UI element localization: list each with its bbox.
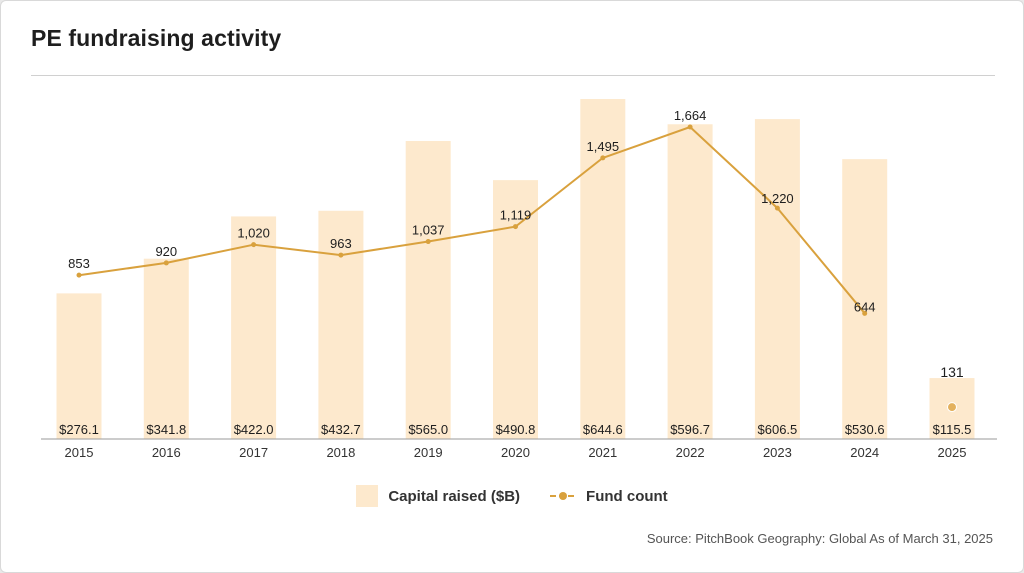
bar-2018[interactable]	[318, 210, 364, 439]
fund-count-label-2025: 131	[940, 364, 964, 380]
x-tick-label-2025: 2025	[938, 445, 967, 460]
bar-value-label-2018: $432.7	[321, 422, 361, 437]
fund-count-label-2024: 644	[854, 299, 876, 314]
legend-bar-swatch	[356, 485, 379, 507]
fund-count-labels-layer: 853 920 1,020 963 1,037 1,119 1,495 1,664 1,220 6…	[68, 108, 964, 380]
x-tick-label-2023: 2023	[763, 445, 792, 460]
fund-count-point-2018[interactable]	[338, 252, 344, 258]
x-tick-label-2022: 2022	[676, 445, 705, 460]
fund-count-label-2018: 963	[330, 236, 352, 251]
fund-count-point-2021[interactable]	[600, 155, 606, 161]
bar-2015[interactable]	[56, 293, 102, 439]
fund-count-point-2015[interactable]	[76, 272, 82, 278]
x-tick-label-2024: 2024	[850, 445, 879, 460]
bar-2020[interactable]	[493, 180, 538, 440]
bar-2022[interactable]	[667, 124, 713, 439]
bar-value-label-2016: $341.8	[146, 422, 186, 437]
bar-value-label-2025: $115.5	[933, 422, 972, 437]
bar-value-label-2015: $276.1	[59, 422, 99, 437]
legend-capital-label: Capital raised ($B)	[388, 487, 521, 505]
fund-count-point-2016[interactable]	[163, 260, 169, 266]
source-note: Source: PitchBook Geography: Global As o…	[646, 531, 993, 546]
fund-count-point-2023[interactable]	[774, 205, 780, 211]
bar-labels-layer: $276.1 $341.8 $422.0 $432.7 $565.0 $490.8 $644…	[59, 422, 971, 437]
bar-2016[interactable]	[143, 258, 189, 439]
legend-item-capital[interactable]: Capital raised ($B)	[356, 485, 520, 507]
bar-2024[interactable]	[842, 159, 888, 439]
legend-line-swatch	[550, 490, 577, 502]
x-tick-labels: 2015 2016 2017 2018 2019 2020 2021 2022 2023 2024…	[65, 445, 967, 460]
fund-count-label-2023: 1,220	[761, 191, 794, 206]
fund-count-line	[78, 126, 866, 314]
fund-count-label-2022: 1,664	[674, 108, 707, 123]
x-tick-label-2019: 2019	[414, 445, 443, 460]
x-tick-label-2018: 2018	[326, 445, 355, 460]
x-tick-label-2020: 2020	[501, 445, 530, 460]
bar-value-label-2022: $596.7	[670, 422, 710, 437]
chart-plot: $276.1 $341.8 $422.0 $432.7 $565.0 $490.8 $644…	[41, 99, 997, 460]
fund-count-point-2019[interactable]	[425, 239, 431, 245]
legend-item-fund-count[interactable]: Fund count	[550, 488, 668, 505]
fund-count-point-2020[interactable]	[513, 224, 518, 230]
fund-count-point-2024[interactable]	[862, 310, 868, 316]
legend: Capital raised ($B) Fund count	[1, 485, 1023, 507]
fund-count-label-2019: 1,037	[412, 223, 445, 238]
fund-count-point-2025[interactable]	[947, 402, 957, 413]
fund-count-point-2017[interactable]	[251, 242, 257, 248]
fund-count-label-2021: 1,495	[587, 139, 620, 154]
x-tick-label-2016: 2016	[152, 445, 181, 460]
x-tick-label-2015: 2015	[65, 445, 94, 460]
title-divider	[31, 75, 995, 76]
bar-value-label-2019: $565.0	[408, 422, 448, 437]
chart-title: PE fundraising activity	[31, 25, 282, 51]
fund-count-label-2017: 1,020	[237, 226, 270, 241]
x-tick-label-2021: 2021	[588, 445, 617, 460]
fund-count-label-2015: 853	[68, 256, 90, 271]
bar-value-label-2024: $530.6	[845, 422, 885, 437]
bar-value-label-2017: $422.0	[234, 422, 274, 437]
bar-2023[interactable]	[754, 119, 800, 439]
bar-2017[interactable]	[231, 216, 277, 439]
bar-value-label-2023: $606.5	[758, 422, 798, 437]
bars-layer	[56, 99, 975, 440]
fund-count-line-layer	[76, 124, 957, 413]
fund-count-label-2016: 920	[155, 244, 177, 259]
bar-value-label-2021: $644.6	[583, 422, 623, 437]
bar-value-label-2020: $490.8	[496, 422, 536, 437]
fund-count-point-2022[interactable]	[687, 124, 693, 130]
x-tick-label-2017: 2017	[239, 445, 268, 460]
fund-count-label-2020: 1,119	[500, 208, 532, 223]
bar-2019[interactable]	[405, 140, 451, 440]
legend-count-label: Fund count	[586, 487, 668, 505]
